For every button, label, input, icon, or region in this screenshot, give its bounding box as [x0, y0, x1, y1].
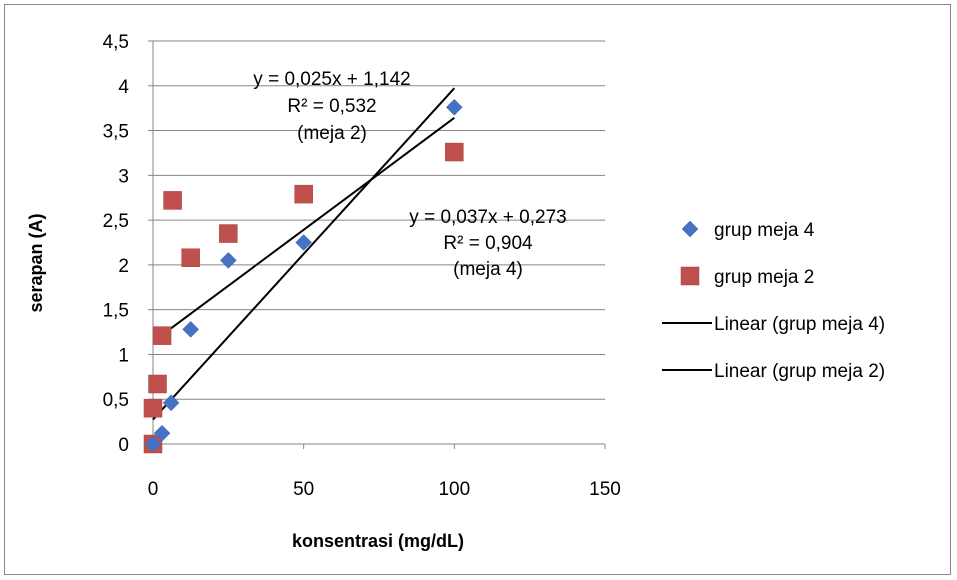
data-points: [143, 98, 464, 454]
data-point-square: [152, 326, 172, 345]
x-tick-labels: 0 50 100 150: [148, 479, 621, 500]
data-point-square: [294, 184, 313, 204]
trendline: [152, 87, 456, 421]
gridlines: [153, 40, 605, 400]
legend-label: grup meja 2: [714, 267, 814, 288]
y-tick-label: 4: [118, 77, 129, 98]
equation-annotations: y = 0,025x + 1,142 R² = 0,532 (meja 2) y = …: [253, 69, 566, 280]
data-point-diamond: [445, 98, 463, 116]
data-point-diamond: [144, 435, 162, 453]
data-point-diamond: [153, 424, 171, 442]
annotation-line: y = 0,025x + 1,142: [253, 69, 410, 90]
trendlines: [152, 87, 456, 421]
y-tick-label: 3: [118, 166, 129, 187]
y-tick-labels: 0 0,5 1 1,5 2 2,5 3 3,5 4 4,5: [103, 32, 130, 456]
y-axis-title: serapan (A): [26, 213, 46, 312]
y-tick-label: 1,5: [103, 301, 129, 322]
data-point-square: [148, 374, 167, 394]
chart-frame: [4, 4, 951, 575]
y-tick-label: 2: [118, 256, 129, 277]
x-axis-title: konsentrasi (mg/dL): [292, 531, 464, 551]
y-tick-label: 0: [118, 435, 129, 456]
y-tick-label: 1: [118, 345, 129, 366]
legend-diamond-swatch: [681, 220, 699, 238]
data-point-diamond: [295, 234, 313, 251]
annotation-line: R² = 0,532: [287, 96, 376, 117]
annotation-line: y = 0,037x + 0,273: [409, 207, 566, 228]
data-point-square: [163, 191, 182, 210]
data-point-square: [219, 224, 238, 243]
legend-square-swatch: [680, 266, 700, 286]
y-tick-label: 0,5: [103, 390, 129, 411]
data-point-diamond: [219, 252, 237, 269]
data-point-square: [445, 142, 464, 162]
legend-label: grup meja 4: [714, 220, 815, 241]
x-tick-label: 100: [438, 479, 470, 500]
data-point-diamond: [162, 394, 180, 412]
data-point-diamond: [182, 321, 200, 338]
annotation-line: R² = 0,904: [443, 233, 533, 254]
legend: grup meja 4 grup meja 2 Linear (grup meja …: [662, 220, 885, 382]
y-tick-label: 3,5: [103, 122, 129, 143]
x-tick-label: 150: [589, 479, 621, 500]
legend-label: Linear (grup meja 2): [714, 361, 885, 382]
x-tick-label: 50: [293, 479, 314, 500]
x-tick-label: 0: [148, 479, 159, 500]
annotation-line: (meja 4): [453, 259, 523, 280]
annotation-line: (meja 2): [297, 123, 367, 144]
trendline: [152, 117, 455, 343]
y-tick-label: 4,5: [103, 32, 129, 53]
y-tick-label: 2,5: [103, 211, 129, 232]
data-point-square: [143, 398, 163, 418]
data-point-square: [181, 248, 200, 267]
legend-label: Linear (grup meja 4): [714, 314, 885, 335]
